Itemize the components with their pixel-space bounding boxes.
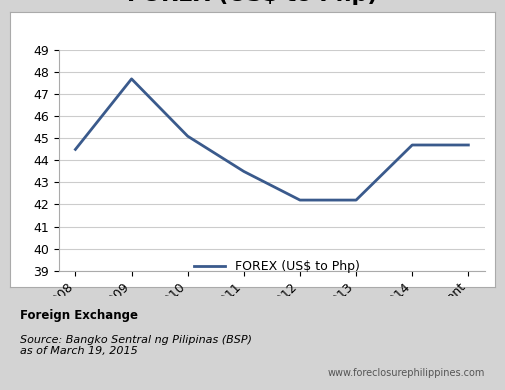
Text: www.foreclosurephilippines.com: www.foreclosurephilippines.com (328, 368, 485, 378)
Text: Source: Bangko Sentral ng Pilipinas (BSP)
as of March 19, 2015: Source: Bangko Sentral ng Pilipinas (BSP… (20, 335, 252, 356)
Title: FOREX (US$ to Php): FOREX (US$ to Php) (127, 0, 378, 5)
Legend: FOREX (US$ to Php): FOREX (US$ to Php) (189, 255, 365, 278)
Text: Foreign Exchange: Foreign Exchange (20, 309, 138, 322)
